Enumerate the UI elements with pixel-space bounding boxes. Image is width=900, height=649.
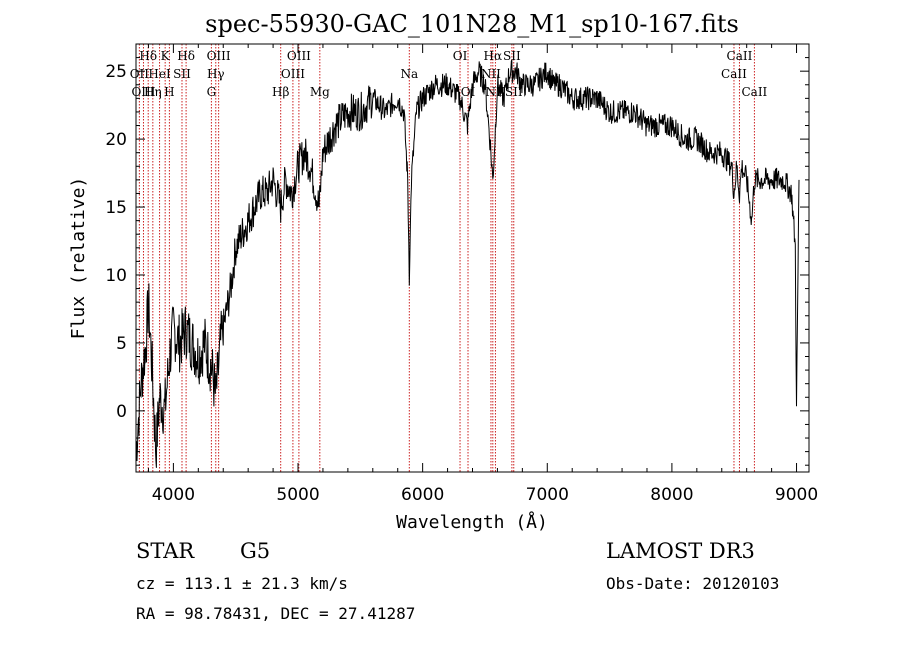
line-label: Na	[400, 67, 418, 81]
line-label: Hδ	[177, 49, 195, 63]
line-label: OII	[130, 67, 150, 81]
y-tick-label: 15	[105, 198, 127, 218]
y-tick-label: 0	[116, 402, 127, 422]
line-label: OI	[453, 49, 468, 63]
line-label: NII	[481, 67, 501, 81]
line-label: SII	[173, 67, 191, 81]
plot-frame	[135, 43, 810, 473]
line-label: CaII	[727, 49, 753, 63]
x-tick-label: 6000	[401, 485, 444, 505]
coordinates: RA = 98.78431, DEC = 27.41287	[136, 604, 415, 623]
object-subclass: G5	[240, 539, 270, 563]
spectrum-data	[136, 59, 800, 468]
y-tick-label: 20	[105, 130, 127, 150]
x-tick-label: 7000	[526, 485, 569, 505]
line-label: Hγ	[207, 67, 225, 81]
y-tick-label: 10	[105, 266, 127, 286]
line-label: SII	[503, 49, 521, 63]
line-label: OIII	[131, 85, 155, 99]
observation-date: Obs-Date: 20120103	[606, 574, 779, 593]
line-label: G	[207, 85, 217, 99]
line-label: OIII	[207, 49, 231, 63]
x-tick-label: 4000	[152, 485, 195, 505]
x-tick-label: 8000	[650, 485, 693, 505]
x-axis-ticks: 4000 5000 6000 7000 8000 9000	[147, 44, 818, 505]
redshift-cz: cz = 113.1 ± 21.3 km/s	[136, 574, 348, 593]
line-label: H	[164, 85, 174, 99]
line-label: Hα	[484, 49, 503, 63]
line-label: OIII	[281, 67, 305, 81]
spectral-line-markers	[138, 44, 755, 472]
line-label: HeI	[148, 67, 171, 81]
object-class: STAR	[136, 539, 195, 563]
spectrum-line	[136, 59, 800, 468]
line-label: CaII	[721, 67, 747, 81]
chart-title: spec-55930-GAC_101N28_M1_sp10-167.fits	[205, 10, 739, 38]
line-label: CaII	[741, 85, 767, 99]
x-tick-label: 5000	[276, 485, 319, 505]
y-tick-label: 25	[105, 62, 127, 82]
line-label: SII	[505, 85, 523, 99]
y-axis-ticks: 0 5 10 15 20 25	[105, 57, 809, 466]
line-label: Hη	[144, 85, 162, 99]
line-label: Hβ	[272, 85, 289, 99]
line-label: K	[161, 49, 171, 63]
survey-name: LAMOST DR3	[606, 539, 755, 563]
y-tick-label: 5	[116, 334, 127, 354]
y-axis-label: Flux (relative)	[68, 177, 89, 340]
line-label: OIII	[287, 49, 311, 63]
x-tick-label: 9000	[775, 485, 818, 505]
x-axis-label: Wavelength (Å)	[396, 511, 548, 533]
line-label: Hδ	[139, 49, 157, 63]
line-label: Mg	[310, 85, 330, 99]
